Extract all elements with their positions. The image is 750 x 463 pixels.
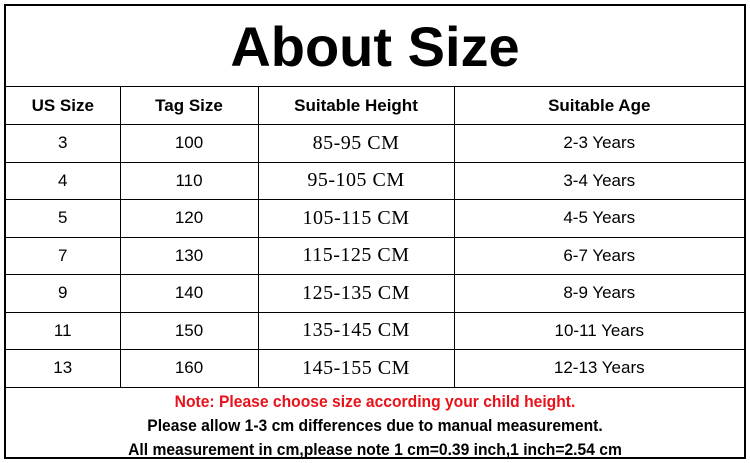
table-row: 13 160 145-155 CM 12-13 Years <box>6 349 744 388</box>
cell-us-size: 11 <box>6 311 121 350</box>
cell-tag-size: 160 <box>119 349 259 388</box>
cell-us-size: 5 <box>6 199 121 238</box>
cell-tag-size: 140 <box>119 274 259 313</box>
table-row: 11 150 135-145 CM 10-11 Years <box>6 311 744 350</box>
cell-tag-size: 150 <box>119 311 259 350</box>
cell-suitable-age: 4-5 Years <box>453 199 744 238</box>
cell-tag-size: 130 <box>119 236 259 275</box>
cell-us-size: 9 <box>6 274 121 313</box>
cell-us-size: 4 <box>6 161 121 200</box>
cell-suitable-age: 6-7 Years <box>453 236 744 275</box>
table-row: 9 140 125-135 CM 8-9 Years <box>6 274 744 313</box>
cell-suitable-height: 135-145 CM <box>257 311 455 350</box>
cell-us-size: 13 <box>6 349 121 388</box>
header-suitable-height: Suitable Height <box>257 87 455 125</box>
cell-tag-size: 120 <box>119 199 259 238</box>
table-row: 5 120 105-115 CM 4-5 Years <box>6 199 744 238</box>
header-us-size: US Size <box>6 87 121 125</box>
cell-suitable-height: 145-155 CM <box>257 349 455 388</box>
cell-suitable-age: 12-13 Years <box>453 349 744 388</box>
notes: Note: Please choose size according your … <box>6 388 744 462</box>
cell-suitable-age: 2-3 Years <box>453 124 744 163</box>
header-row: US Size Tag Size Suitable Height Suitabl… <box>6 87 744 125</box>
cell-suitable-height: 115-125 CM <box>257 236 455 275</box>
cell-suitable-height: 125-135 CM <box>257 274 455 313</box>
cell-suitable-height: 85-95 CM <box>257 124 455 163</box>
cell-suitable-height: 95-105 CM <box>257 161 455 200</box>
header-suitable-age: Suitable Age <box>453 87 744 125</box>
size-chart: About Size US Size Tag Size Suitable Hei… <box>4 4 746 459</box>
table-row: 3 100 85-95 CM 2-3 Years <box>6 124 744 163</box>
size-table: US Size Tag Size Suitable Height Suitabl… <box>6 87 744 388</box>
cell-suitable-height: 105-115 CM <box>257 199 455 238</box>
header-tag-size: Tag Size <box>119 87 259 125</box>
chart-title: About Size <box>6 6 744 87</box>
table-row: 7 130 115-125 CM 6-7 Years <box>6 236 744 275</box>
cell-suitable-age: 8-9 Years <box>453 274 744 313</box>
note-warning: Note: Please choose size according your … <box>174 391 576 411</box>
cell-suitable-age: 3-4 Years <box>453 161 744 200</box>
table-row: 4 110 95-105 CM 3-4 Years <box>6 161 744 200</box>
cell-us-size: 3 <box>6 124 121 163</box>
note-conversion: All measurement in cm,please note 1 cm=0… <box>128 439 622 459</box>
cell-tag-size: 110 <box>119 161 259 200</box>
cell-suitable-age: 10-11 Years <box>453 311 744 350</box>
cell-tag-size: 100 <box>119 124 259 163</box>
note-tolerance: Please allow 1-3 cm differences due to m… <box>147 415 603 435</box>
cell-us-size: 7 <box>6 236 121 275</box>
